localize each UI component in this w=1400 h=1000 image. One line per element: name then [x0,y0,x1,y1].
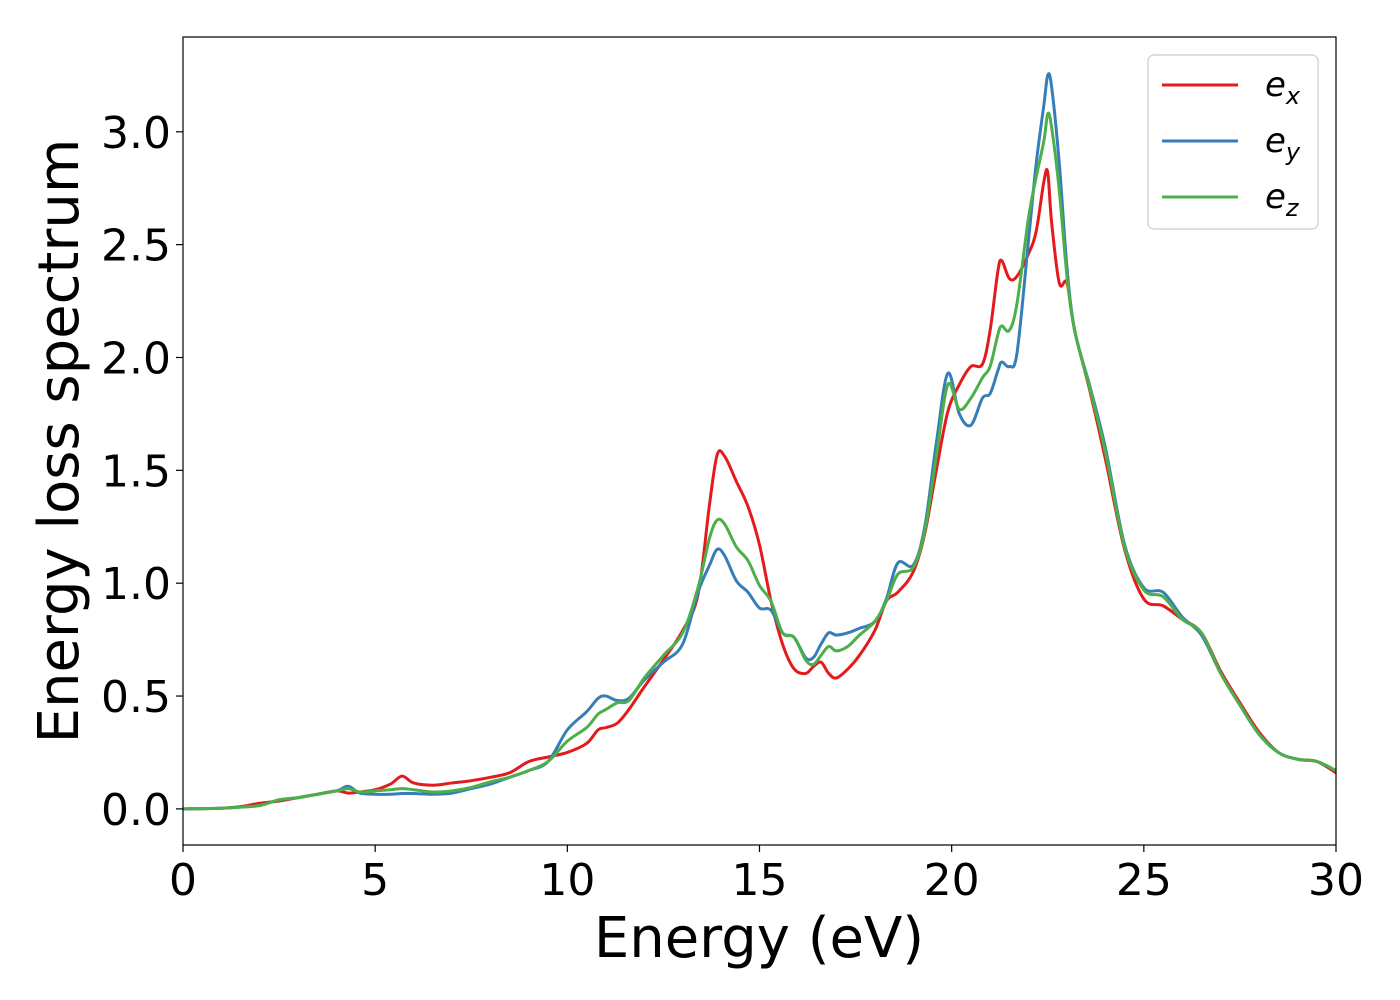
legend-label-ex: ex [1265,65,1301,110]
y-tick-label: 2.0 [101,333,171,384]
x-tick-label: 30 [1308,855,1364,906]
x-tick-label: 20 [924,855,980,906]
legend-label-ey: ey [1265,121,1301,166]
legend-label-ez: ez [1265,177,1300,222]
y-tick-label: 3.0 [101,108,171,159]
series-line-ez [182,111,1337,811]
plot-lines [182,72,1337,811]
x-tick-label: 25 [1116,855,1172,906]
legend-label-base: e [1265,65,1286,105]
x-axis-ticks: 0 5 10 15 20 25 30 [169,845,1364,906]
y-tick-label: 1.0 [101,559,171,610]
x-tick-label: 5 [361,855,389,906]
legend-label-base: e [1265,121,1286,161]
x-axis-label: Energy (eV) [594,906,924,971]
legend-label-subscript: x [1285,82,1301,110]
y-tick-label: 1.5 [101,446,171,497]
x-tick-label: 10 [539,855,595,906]
legend-label-subscript: z [1285,194,1300,222]
y-tick-label: 0.5 [101,672,171,723]
legend-label-base: e [1265,177,1286,217]
y-tick-label: 2.5 [101,221,171,272]
series-line-ex [182,168,1337,811]
x-tick-label: 15 [732,855,788,906]
y-axis-label: Energy loss spectrum [27,139,92,744]
x-tick-label: 0 [169,855,197,906]
legend-label-subscript: y [1285,138,1301,166]
y-tick-label: 0.0 [101,785,171,836]
y-axis-ticks: 0.0 0.5 1.0 1.5 2.0 2.5 3.0 [101,108,183,836]
